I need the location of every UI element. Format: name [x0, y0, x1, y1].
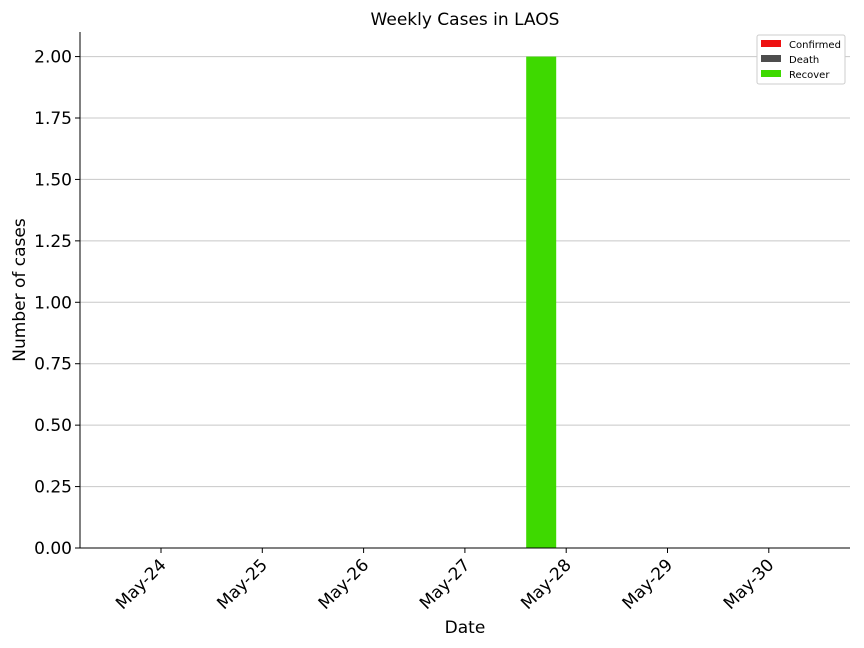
- x-tick-label: May-25: [213, 555, 271, 613]
- bars: [526, 56, 557, 548]
- y-tick-label: 1.50: [34, 170, 72, 190]
- chart-title: Weekly Cases in LAOS: [371, 10, 560, 30]
- grid-lines: [80, 56, 850, 488]
- legend-label-death: Death: [789, 55, 819, 66]
- x-tick-label: May-30: [720, 555, 778, 613]
- x-tick-label: May-24: [112, 555, 170, 613]
- x-axis-label: Date: [445, 618, 486, 638]
- x-tick-label: May-27: [416, 555, 474, 613]
- y-tick-label: 1.75: [34, 109, 72, 129]
- y-tick-label: 0.25: [34, 478, 72, 498]
- axes: [79, 32, 850, 549]
- legend-swatch-confirmed: [761, 40, 781, 47]
- y-tick-label: 0.50: [34, 416, 72, 436]
- x-tick-label: May-28: [517, 555, 575, 613]
- bar-recover-may-28: [526, 56, 557, 548]
- y-tick-label: 1.00: [34, 293, 72, 313]
- legend: Confirmed Death Recover: [756, 34, 846, 85]
- y-tick-label: 1.25: [34, 232, 72, 252]
- y-ticks: 0.00 0.25 0.50 0.75 1.00 1.25 1.50 1.75 2.00: [34, 48, 80, 559]
- y-tick-label: 0.00: [34, 539, 72, 559]
- y-tick-label: 2.00: [34, 48, 72, 68]
- legend-label-recover: Recover: [789, 70, 830, 81]
- legend-label-confirmed: Confirmed: [789, 40, 841, 51]
- x-ticks: May-24 May-25 May-26 May-27 May-28 May-29 May-…: [112, 548, 778, 614]
- x-tick-label: May-26: [315, 555, 373, 613]
- y-tick-label: 0.75: [34, 355, 72, 375]
- x-tick-label: May-29: [619, 555, 677, 613]
- y-axis-label: Number of cases: [10, 218, 30, 362]
- legend-swatch-death: [761, 55, 781, 62]
- legend-swatch-recover: [761, 70, 781, 77]
